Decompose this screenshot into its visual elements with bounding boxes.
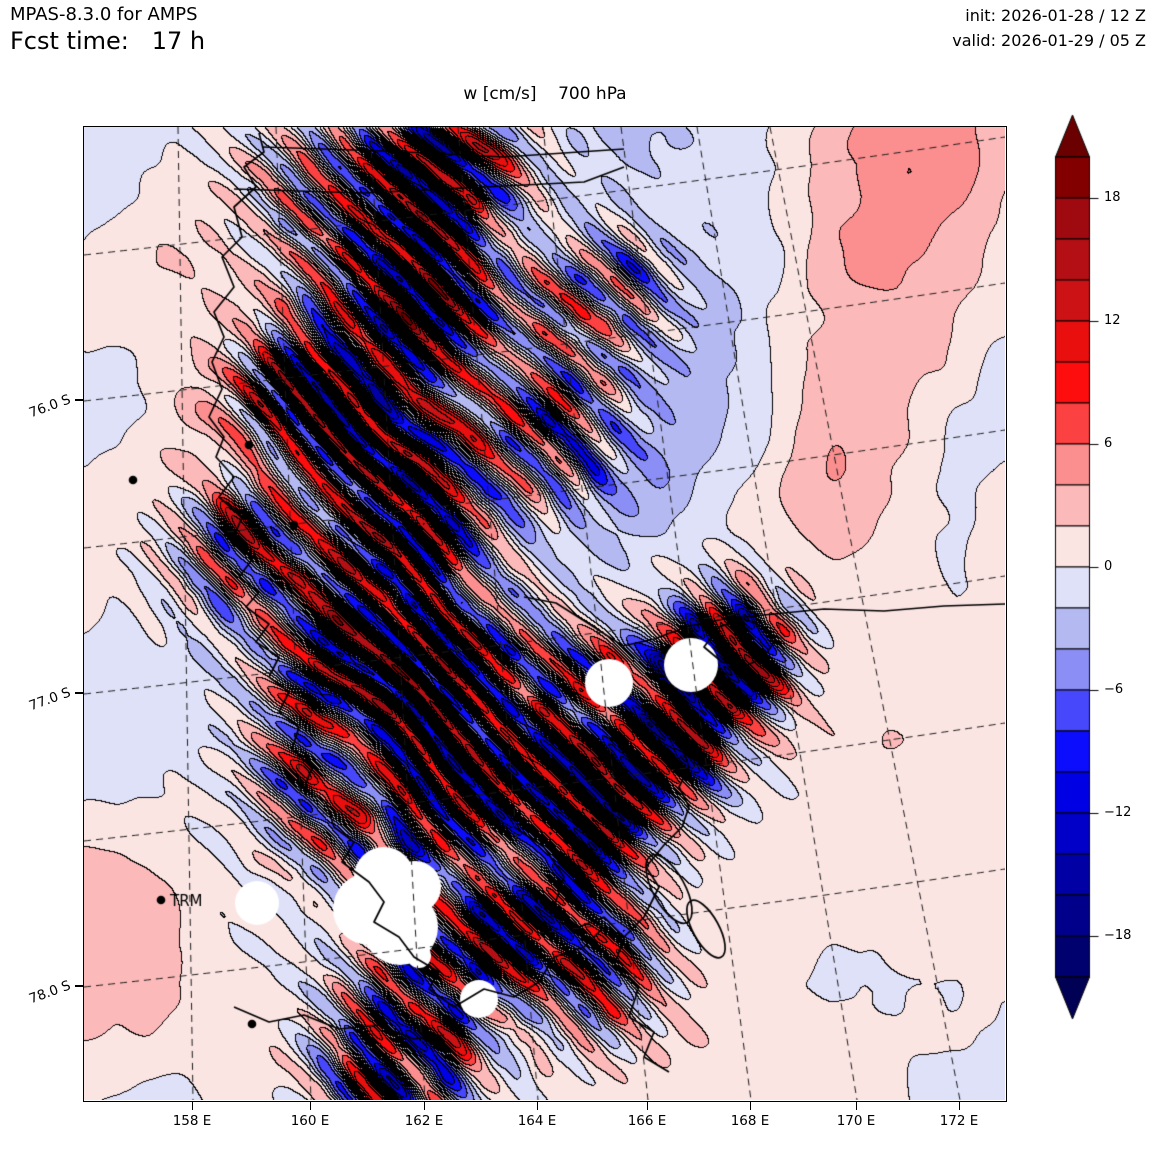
y-tick-label: 78.0 S: [26, 977, 73, 1008]
y-tick-mark: [75, 985, 83, 987]
x-tick-label: 170 E: [836, 1113, 876, 1129]
x-tick-label: 172 E: [939, 1113, 979, 1129]
y-tick-label: 77.0 S: [26, 684, 73, 715]
x-tick-label: 166 E: [627, 1113, 667, 1129]
y-tick-mark: [75, 399, 83, 401]
x-tick-label: 158 E: [172, 1113, 212, 1129]
colorbar-tick-label: −6: [1104, 682, 1124, 697]
colorbar-tick-label: 12: [1104, 313, 1121, 328]
colorbar-tick-label: −12: [1104, 805, 1132, 820]
colorbar-tick-label: −18: [1104, 928, 1132, 943]
x-tick-mark: [855, 1102, 857, 1110]
x-tick-mark: [749, 1102, 751, 1110]
y-tick-label: 76.0 S: [26, 391, 73, 422]
y-tick-mark: [75, 692, 83, 694]
x-tick-label: 160 E: [290, 1113, 330, 1129]
x-tick-label: 168 E: [730, 1113, 770, 1129]
colorbar-tick-label: 0: [1104, 559, 1113, 574]
x-tick-label: 164 E: [517, 1113, 557, 1129]
colorbar-tick-label: 6: [1104, 436, 1113, 451]
colorbar: [1054, 113, 1106, 1025]
x-tick-mark: [309, 1102, 311, 1110]
x-tick-mark: [646, 1102, 648, 1110]
plot-title: w [cm/s] 700 hPa: [463, 84, 627, 104]
model-version-label: MPAS-8.3.0 for AMPS: [10, 4, 198, 25]
map-axes-frame: [83, 126, 1007, 1102]
x-tick-mark: [958, 1102, 960, 1110]
colorbar-tick-label: 18: [1104, 190, 1121, 205]
contour-field-canvas: [84, 127, 1005, 1100]
x-tick-mark: [423, 1102, 425, 1110]
init-time-label: init: 2026-01-28 / 12 Z: [965, 6, 1146, 25]
x-tick-label: 162 E: [404, 1113, 444, 1129]
forecast-time-label: Fcst time: 17 h: [10, 27, 206, 55]
x-tick-mark: [191, 1102, 193, 1110]
valid-time-label: valid: 2026-01-29 / 05 Z: [952, 31, 1146, 50]
x-tick-mark: [536, 1102, 538, 1110]
